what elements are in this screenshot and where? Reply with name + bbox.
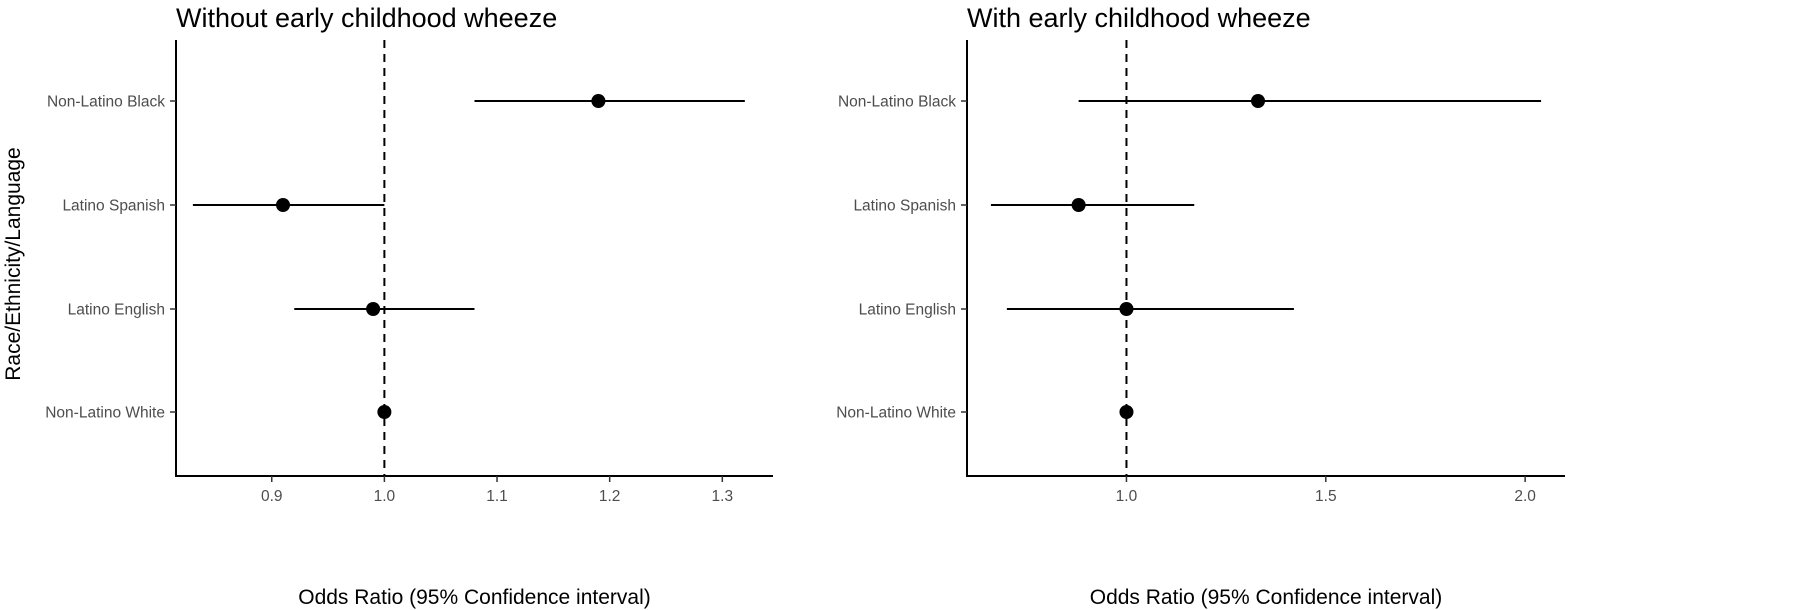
y-axis-title: Race/Ethnicity/Language bbox=[2, 147, 25, 381]
panel-with-wheeze: With early childhood wheeze 1.0 1.5 2.0 Odds… bbox=[836, 3, 1565, 609]
category-label: Non-Latino White bbox=[45, 405, 165, 422]
category-label: Latino Spanish bbox=[853, 198, 956, 215]
x-tick-label: 1.5 bbox=[1315, 488, 1337, 505]
x-axis-title: Odds Ratio (95% Confidence interval) bbox=[1090, 586, 1443, 609]
x-tick-label: 1.0 bbox=[374, 488, 396, 505]
odds-ratio-point bbox=[366, 302, 381, 316]
panel-title: With early childhood wheeze bbox=[967, 3, 1311, 33]
category-label: Non-Latino Black bbox=[838, 94, 956, 111]
category-label: Non-Latino White bbox=[836, 405, 956, 422]
odds-ratio-point bbox=[591, 94, 606, 108]
x-tick-label: 1.0 bbox=[1116, 488, 1138, 505]
odds-ratio-point bbox=[276, 198, 291, 212]
panel-without-wheeze: Without early childhood wheeze 0.9 1.0 1.1 1… bbox=[45, 3, 773, 609]
odds-ratio-point bbox=[377, 405, 392, 419]
odds-ratio-point bbox=[1251, 94, 1266, 108]
category-label: Non-Latino Black bbox=[47, 94, 165, 111]
x-tick-label: 0.9 bbox=[261, 488, 283, 505]
category-label: Latino Spanish bbox=[62, 198, 165, 215]
x-tick-label: 2.0 bbox=[1514, 488, 1536, 505]
odds-ratio-point bbox=[1119, 302, 1134, 316]
panel-title: Without early childhood wheeze bbox=[176, 3, 557, 33]
x-tick-label: 1.1 bbox=[486, 488, 508, 505]
category-label: Latino English bbox=[68, 302, 165, 319]
odds-ratio-point bbox=[1119, 405, 1134, 419]
x-axis-title: Odds Ratio (95% Confidence interval) bbox=[298, 586, 651, 609]
category-label: Latino English bbox=[859, 302, 956, 319]
x-tick-label: 1.3 bbox=[712, 488, 734, 505]
x-tick-label: 1.2 bbox=[599, 488, 621, 505]
odds-ratio-point bbox=[1071, 198, 1086, 212]
